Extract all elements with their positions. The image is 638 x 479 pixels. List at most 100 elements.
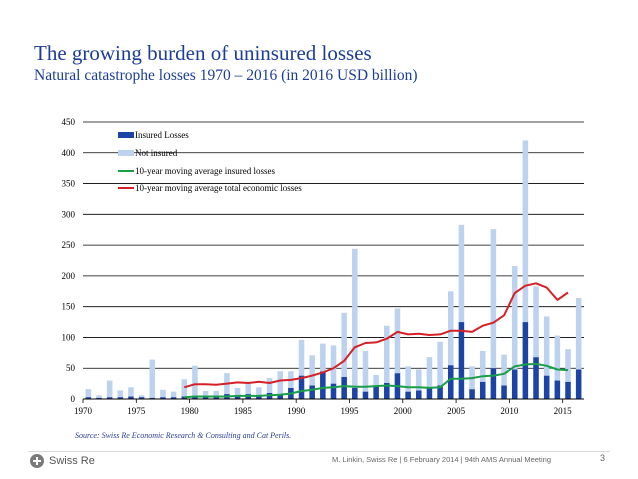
bar-not-insured (426, 357, 433, 388)
bar-not-insured (458, 224, 465, 323)
bar-insured (181, 396, 188, 399)
bar-insured (170, 397, 177, 399)
legend-label: 10-year moving average insured losses (135, 166, 275, 176)
bar-insured (426, 387, 433, 399)
bar-not-insured (522, 140, 529, 323)
bar-insured (533, 357, 539, 399)
x-tick-label: 1980 (181, 406, 200, 416)
y-tick-label: 450 (62, 117, 76, 127)
line-avg-total (184, 282, 569, 389)
bar-insured (447, 365, 454, 399)
bar-not-insured (138, 395, 145, 398)
brand-name: Swiss Re (49, 455, 95, 467)
bar-not-insured (511, 266, 518, 370)
bar-insured (138, 397, 145, 399)
bar-insured (575, 369, 582, 399)
bar-insured (309, 385, 315, 399)
footer-meeting-text: M. Linkin, Swiss Re | 6 February 2014 | … (332, 455, 552, 464)
bar-insured (554, 380, 561, 399)
bar-insured (320, 371, 326, 399)
bar-not-insured (479, 350, 486, 382)
line-series (184, 282, 569, 399)
bar-not-insured (266, 378, 273, 393)
x-tick-label: 1985 (234, 406, 253, 416)
bar-insured (330, 383, 337, 399)
bar-not-insured (394, 308, 401, 374)
x-tick-label: 2015 (554, 406, 573, 416)
bar-not-insured (234, 387, 241, 396)
bar-not-insured (490, 229, 497, 369)
bar-insured (160, 397, 166, 399)
bar-not-insured (416, 369, 422, 391)
bar-insured (362, 391, 369, 399)
y-tick-label: 250 (62, 240, 76, 250)
bar-insured (511, 369, 518, 399)
slide-title: The growing burden of uninsured losses (34, 41, 372, 65)
bar-not-insured (170, 391, 177, 398)
bar-insured (85, 397, 92, 399)
x-tick-label: 1995 (340, 406, 359, 416)
bar-not-insured (117, 390, 124, 398)
bar-not-insured (554, 335, 561, 381)
bar-insured (458, 322, 465, 399)
bar-not-insured (320, 343, 326, 372)
bar-insured (490, 368, 497, 399)
bar-not-insured (341, 312, 347, 377)
bar-not-insured (149, 359, 156, 398)
x-tick-label: 1975 (127, 406, 146, 416)
bar-not-insured (384, 325, 390, 383)
bar-insured (234, 395, 241, 399)
y-tick-label: 50 (66, 363, 76, 373)
legend: Insured Losses Not insured 10-year moving … (118, 130, 302, 193)
bar-not-insured (309, 355, 315, 386)
bar-insured (565, 381, 571, 399)
swiss-cross-icon (30, 454, 44, 468)
bar-not-insured (128, 387, 134, 397)
bar-insured (341, 376, 347, 399)
bar-not-insured (565, 349, 571, 382)
bar-not-insured (85, 389, 92, 398)
x-tick-label: 2005 (447, 406, 466, 416)
bar-not-insured (437, 341, 443, 386)
bar-not-insured (362, 350, 369, 392)
bar-not-insured (501, 354, 507, 386)
bar-not-insured (405, 366, 411, 392)
bar-not-insured (543, 316, 550, 376)
brand-logo: Swiss Re (30, 454, 95, 468)
bar-insured (405, 391, 411, 399)
bar-not-insured (575, 298, 582, 370)
bar-not-insured (330, 345, 337, 384)
bar-not-insured (202, 390, 209, 397)
bar-insured (117, 397, 124, 399)
bar-insured (479, 381, 486, 399)
legend-label: Not insured (135, 148, 178, 158)
slide-subtitle: Natural catastrophe losses 1970 – 2016 (… (34, 67, 418, 84)
bar-insured (384, 382, 390, 399)
x-tick-label: 2000 (394, 406, 413, 416)
bar-insured (373, 385, 379, 399)
bar-insured (543, 375, 550, 399)
bar-insured (501, 385, 507, 399)
legend-swatch (118, 150, 134, 156)
bar-insured (106, 397, 113, 399)
bar-not-insured (96, 395, 102, 398)
x-tick-label: 2010 (500, 406, 519, 416)
bar-insured (128, 396, 134, 399)
bar-not-insured (352, 248, 358, 388)
y-tick-label: 350 (62, 179, 76, 189)
bar-insured (96, 397, 102, 399)
y-tick-label: 100 (62, 332, 76, 342)
x-tick-label: 1990 (287, 406, 306, 416)
bar-not-insured (181, 379, 188, 397)
bar-insured (298, 375, 305, 399)
bar-insured (416, 390, 422, 399)
bar-insured (256, 395, 262, 399)
legend-swatch (118, 132, 134, 138)
bar-not-insured (298, 339, 305, 376)
grid-lines (83, 121, 584, 369)
y-tick-label: 150 (62, 302, 76, 312)
y-tick-label: 300 (62, 209, 76, 219)
bar-not-insured (373, 374, 379, 386)
y-tick-label: 0 (71, 394, 76, 404)
